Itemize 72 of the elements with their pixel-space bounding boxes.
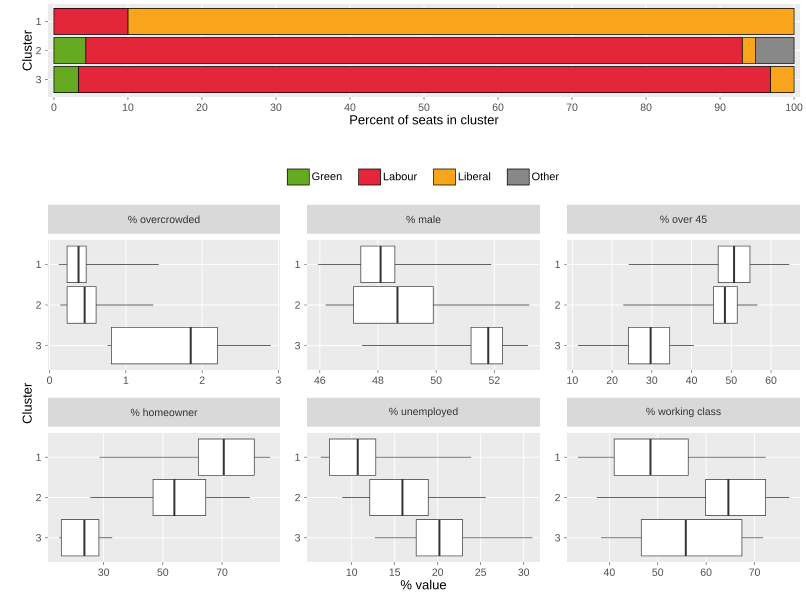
legend-label: Other bbox=[532, 172, 559, 180]
y-tick-label: 2 bbox=[295, 301, 300, 309]
y-tick-label: 1 bbox=[555, 454, 560, 461]
y-tick-label: 3 bbox=[36, 534, 42, 542]
x-tick-label: 70 bbox=[216, 568, 228, 576]
x-tick-label: 20 bbox=[196, 104, 208, 111]
x-tick-label: 40 bbox=[686, 376, 697, 384]
legend-label: Labour bbox=[384, 172, 417, 180]
x-tick-label: 0 bbox=[51, 104, 56, 111]
y-tick-label: 2 bbox=[295, 494, 300, 502]
y-tick-label: 3 bbox=[295, 342, 300, 350]
x-tick-label: 20 bbox=[432, 568, 444, 576]
x-tick-label: 70 bbox=[566, 104, 578, 111]
y-tick-label: 3 bbox=[555, 342, 560, 350]
x-tick-label: 20 bbox=[606, 376, 618, 384]
x-tick-label: 15 bbox=[390, 568, 400, 576]
legend-label: Green bbox=[312, 172, 342, 180]
x-tick-label: 40 bbox=[604, 568, 615, 576]
y-tick-label: 2 bbox=[555, 494, 560, 502]
x-tick-label: 0 bbox=[47, 376, 52, 384]
y-tick-label: 1 bbox=[295, 260, 300, 268]
chart-title: % working class bbox=[646, 407, 721, 418]
x-tick-label: 10 bbox=[346, 568, 358, 576]
x-tick-label: 100 bbox=[786, 104, 802, 111]
x-axis-title: % value bbox=[400, 580, 446, 590]
chart-title: % homeowner bbox=[130, 408, 198, 416]
y-tick-label: 3 bbox=[36, 76, 42, 84]
x-tick-label: 50 bbox=[430, 376, 442, 384]
chart-title: % overcrowded bbox=[128, 215, 200, 224]
x-tick-label: 60 bbox=[766, 376, 776, 384]
x-tick-label: 60 bbox=[700, 568, 712, 576]
x-tick-label: 10 bbox=[122, 104, 134, 111]
x-tick-label: 2 bbox=[200, 376, 205, 384]
y-tick-label: 3 bbox=[555, 534, 560, 542]
x-tick-label: 80 bbox=[640, 104, 652, 111]
y-tick-label: 1 bbox=[295, 454, 300, 461]
x-tick-label: 40 bbox=[344, 104, 356, 111]
y-tick-label: 2 bbox=[36, 46, 41, 54]
x-tick-label: 46 bbox=[314, 376, 326, 384]
legend-label: Liberal bbox=[458, 172, 490, 180]
x-tick-label: 50 bbox=[652, 568, 664, 576]
y-tick-label: 3 bbox=[295, 534, 300, 542]
y-axis-title: Cluster bbox=[22, 30, 32, 70]
x-tick-label: 52 bbox=[488, 376, 500, 384]
x-tick-label: 3 bbox=[276, 376, 281, 384]
x-tick-label: 50 bbox=[157, 568, 168, 576]
x-tick-label: 48 bbox=[372, 376, 384, 384]
x-tick-label: 30 bbox=[646, 376, 658, 384]
y-tick-label: 1 bbox=[555, 260, 560, 268]
y-axis-title: Cluster bbox=[22, 382, 32, 424]
x-tick-label: 60 bbox=[492, 104, 504, 111]
y-tick-label: 1 bbox=[36, 454, 41, 461]
x-tick-label: 70 bbox=[749, 568, 760, 576]
x-tick-label: 30 bbox=[518, 568, 530, 576]
y-tick-label: 1 bbox=[36, 18, 41, 26]
x-tick-label: 50 bbox=[418, 104, 430, 111]
x-axis-title: Percent of seats in cluster bbox=[350, 114, 499, 124]
chart-title: % unemployed bbox=[389, 407, 458, 418]
x-tick-label: 10 bbox=[567, 376, 578, 384]
chart-title: % over 45 bbox=[660, 216, 707, 223]
y-tick-label: 3 bbox=[36, 342, 42, 350]
x-tick-label: 50 bbox=[726, 376, 737, 384]
x-tick-label: 25 bbox=[475, 568, 486, 576]
y-tick-label: 2 bbox=[36, 494, 41, 502]
x-tick-label: 1 bbox=[124, 376, 128, 384]
x-tick-label: 30 bbox=[270, 104, 282, 111]
x-tick-label: 90 bbox=[714, 104, 726, 111]
y-tick-label: 2 bbox=[36, 301, 41, 309]
x-tick-label: 30 bbox=[98, 568, 110, 576]
chart-title: % male bbox=[406, 215, 441, 224]
y-tick-label: 1 bbox=[36, 260, 41, 268]
y-tick-label: 2 bbox=[555, 301, 560, 309]
